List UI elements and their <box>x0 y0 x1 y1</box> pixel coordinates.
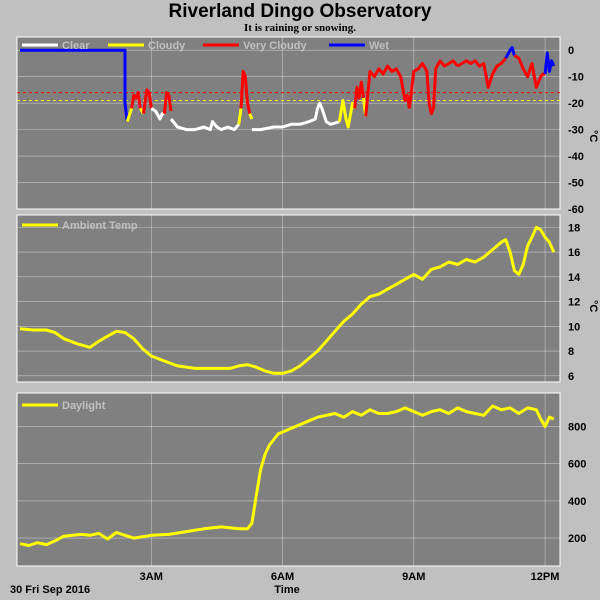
series-segment <box>251 101 340 132</box>
grid-daylight <box>17 393 560 566</box>
thresholds-sky <box>17 92 560 102</box>
legend-label-cloudy: Cloudy <box>148 40 186 52</box>
ytick-label: -10 <box>568 72 584 84</box>
series-sky <box>20 46 556 132</box>
ytick-label: 10 <box>568 321 580 333</box>
plot-area-ambient <box>16 214 561 383</box>
ytick-label: 400 <box>568 496 586 508</box>
panel-ambient: 6 8 10 12 14 16 18 °C Ambient Temp <box>16 214 599 383</box>
ytick-label: 200 <box>568 533 586 545</box>
series-segment <box>125 107 134 123</box>
legend-ambient: Ambient Temp <box>22 220 138 232</box>
series-segment <box>141 88 153 114</box>
series-segment <box>150 107 165 121</box>
ylabel-ambient: °C <box>587 300 599 312</box>
ytick-label: -20 <box>568 98 584 110</box>
series-segment <box>130 91 142 109</box>
series-segment <box>364 64 411 117</box>
legend-sky: Clear Cloudy Very Cloudy Wet <box>22 40 389 52</box>
xtick-label: 3AM <box>140 571 163 583</box>
page-title: Riverland Dingo Observatory <box>168 1 432 22</box>
date-label: 30 Fri Sep 2016 <box>10 584 90 596</box>
ytick-label: 6 <box>568 371 574 383</box>
series-ambient <box>19 225 556 375</box>
ytick-label: 8 <box>568 346 574 358</box>
legend-label-clear: Clear <box>62 40 90 52</box>
series-segment <box>407 59 459 116</box>
xtick-label: 9AM <box>402 571 425 583</box>
legend-daylight: Daylight <box>22 400 106 412</box>
xticks: 3AM 6AM 9AM 12PM <box>140 571 560 583</box>
legend-label-wet: Wet <box>369 40 389 52</box>
series-segment <box>353 80 365 109</box>
legend-label-very-cloudy: Very Cloudy <box>243 40 307 52</box>
series-segment <box>169 118 240 132</box>
series-segment <box>248 113 254 120</box>
series-line <box>19 225 556 375</box>
series-segment <box>513 54 546 89</box>
ytick-label: -60 <box>568 204 584 216</box>
ytick-label: 600 <box>568 459 586 471</box>
legend-label-ambient: Ambient Temp <box>62 220 138 232</box>
plot-area-daylight <box>16 392 561 567</box>
ytick-label: 14 <box>568 272 581 284</box>
yticks-daylight: 200 400 600 800 <box>568 421 586 545</box>
series-segment <box>337 99 357 129</box>
series-segment <box>239 69 252 115</box>
series-segment <box>456 57 507 89</box>
yticks-ambient: 6 8 10 12 14 16 18 <box>568 222 581 382</box>
grid-sky <box>17 37 560 210</box>
ytick-label: 18 <box>568 222 580 234</box>
ytick-label: -30 <box>568 125 584 137</box>
yticks-sky: 0 -10 -20 -30 -40 -50 -60 <box>568 45 584 216</box>
series-segment <box>20 48 129 122</box>
series-segment <box>543 51 556 75</box>
xtick-label: 12PM <box>531 571 560 583</box>
panel-daylight: 200 400 600 800 3AM 6AM 9AM 12PM Daylight <box>16 392 586 583</box>
series-segment <box>237 108 243 125</box>
xtick-label: 6AM <box>271 571 294 583</box>
ytick-label: -40 <box>568 151 584 163</box>
ytick-label: -50 <box>568 178 584 190</box>
ytick-label: 12 <box>568 297 580 309</box>
series-segment <box>504 46 516 59</box>
ylabel-sky: °C <box>587 130 599 142</box>
series-daylight <box>19 404 555 547</box>
series-line <box>19 404 555 547</box>
xaxis-label: Time <box>274 584 299 596</box>
ytick-label: 16 <box>568 247 580 259</box>
ytick-label: 0 <box>568 45 574 57</box>
series-segment <box>162 91 173 114</box>
legend-label-daylight: Daylight <box>62 400 106 412</box>
plot-area-sky <box>16 36 561 210</box>
ytick-label: 800 <box>568 421 586 433</box>
page-subtitle: It is raining or snowing. <box>244 22 356 34</box>
panel-sky: 0 -10 -20 -30 -40 -50 -60 °C Clear Cloudy Very… <box>16 36 599 216</box>
